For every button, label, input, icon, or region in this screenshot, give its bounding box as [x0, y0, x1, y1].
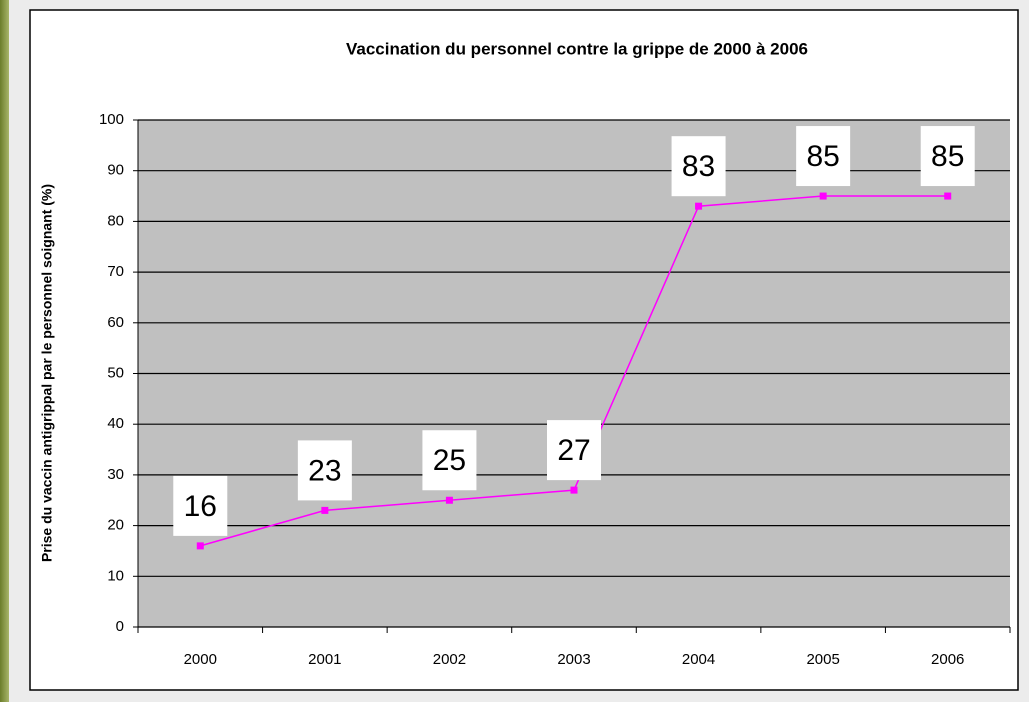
- y-tick-label: 50: [107, 364, 124, 381]
- data-label: 85: [806, 140, 839, 173]
- x-tick-label: 2006: [931, 651, 964, 668]
- marker: [321, 506, 329, 514]
- y-tick-label: 80: [107, 212, 124, 229]
- y-tick-label: 90: [107, 162, 124, 179]
- data-label-box: [796, 126, 851, 187]
- marker: [196, 542, 204, 550]
- data-label-box: [671, 136, 726, 197]
- marker: [944, 192, 952, 200]
- x-tick-label: 2005: [806, 651, 839, 668]
- x-tick-label: 2004: [682, 651, 715, 668]
- data-label: 16: [184, 490, 217, 523]
- marker: [819, 192, 827, 200]
- data-label-box: [920, 126, 975, 187]
- x-tick-label: 2001: [308, 651, 341, 668]
- data-label-box: [422, 430, 477, 491]
- x-tick-label: 2003: [557, 651, 590, 668]
- y-tick-label: 70: [107, 263, 124, 280]
- frame: [0, 0, 9, 702]
- y-tick-label: 60: [107, 314, 124, 331]
- y-tick-label: 20: [107, 517, 124, 534]
- y-tick-label: 10: [107, 567, 124, 584]
- data-label: 25: [433, 444, 466, 477]
- data-label: 27: [557, 434, 590, 467]
- data-label: 83: [682, 150, 715, 183]
- y-axis-title: Prise du vaccin antigrippal par le perso…: [39, 184, 55, 562]
- data-label: 23: [308, 454, 341, 487]
- marker: [695, 202, 703, 210]
- chart-title: Vaccination du personnel contre la gripp…: [346, 39, 808, 58]
- y-tick-label: 0: [116, 618, 124, 635]
- y-tick-label: 100: [99, 111, 124, 128]
- data-label: 85: [931, 140, 964, 173]
- x-tick-label: 2002: [433, 651, 466, 668]
- x-tick-label: 2000: [184, 651, 217, 668]
- data-label-box: [297, 440, 352, 501]
- data-label-box: [547, 420, 601, 481]
- marker: [570, 486, 578, 494]
- data-label-box: [173, 475, 228, 536]
- y-tick-label: 30: [107, 466, 124, 483]
- y-tick-label: 40: [107, 415, 124, 432]
- marker: [445, 496, 453, 504]
